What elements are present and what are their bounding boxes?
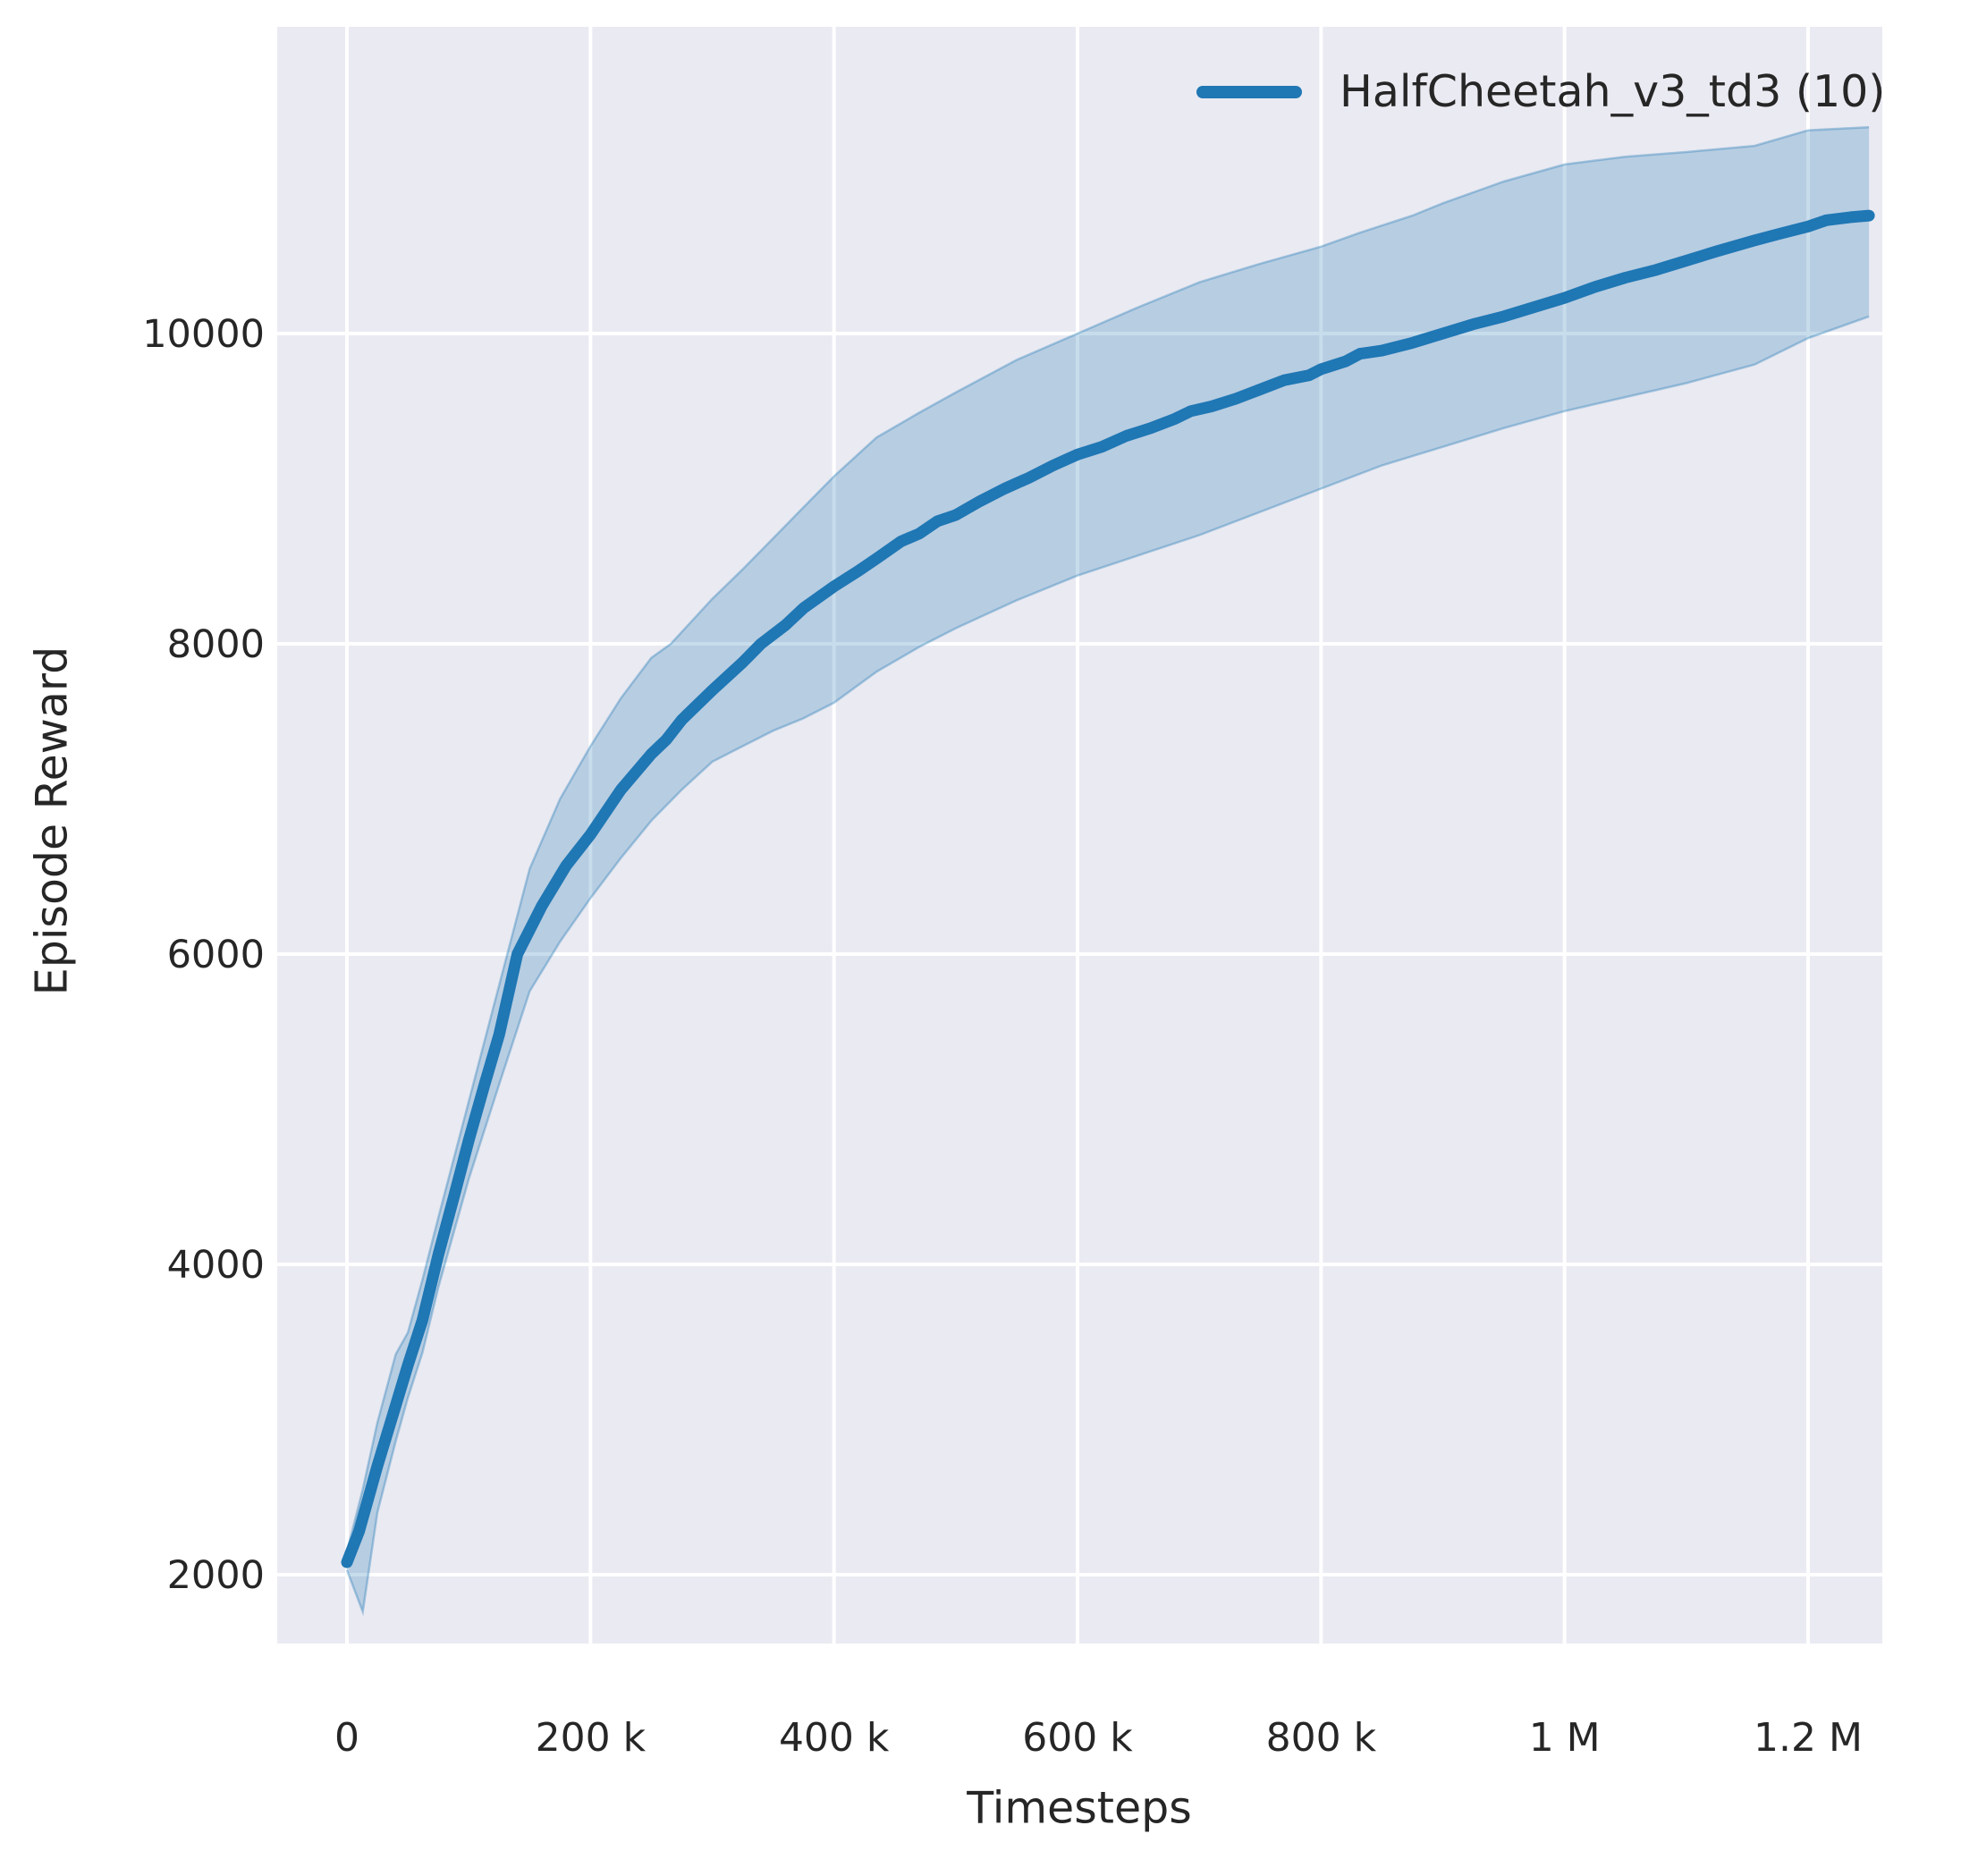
confidence-band-upper-edge [345,125,1870,1552]
y-tick-label: 2000 [167,1553,265,1598]
axes-background [277,27,1882,1644]
x-tick-label: 1.2 M [1754,1715,1863,1761]
x-tick-label: 0 [334,1715,359,1761]
confidence-band-lower-edge [345,315,1870,1617]
confidence-band [347,127,1870,1612]
y-tick-label: 8000 [167,622,265,667]
legend: HalfCheetah_v3_td3 (10) [1196,64,1885,120]
x-tick-label: 800 k [1266,1715,1377,1761]
x-tick-label: 400 k [779,1715,890,1761]
y-tick-label: 6000 [167,933,265,977]
legend-entry-label: HalfCheetah_v3_td3 (10) [1340,66,1886,117]
mean-reward-line [341,209,1875,1568]
y-tick-label: 4000 [167,1243,265,1288]
y-axis-label: Episode Reward [26,646,78,996]
x-axis-label: Timesteps [967,1782,1192,1834]
x-tick-label: 1 M [1529,1715,1601,1761]
x-tick-label: 200 k [536,1715,647,1761]
legend-line-swatch [1196,86,1302,98]
y-tick-label: 10000 [142,312,265,357]
x-tick-label: 600 k [1022,1715,1133,1761]
